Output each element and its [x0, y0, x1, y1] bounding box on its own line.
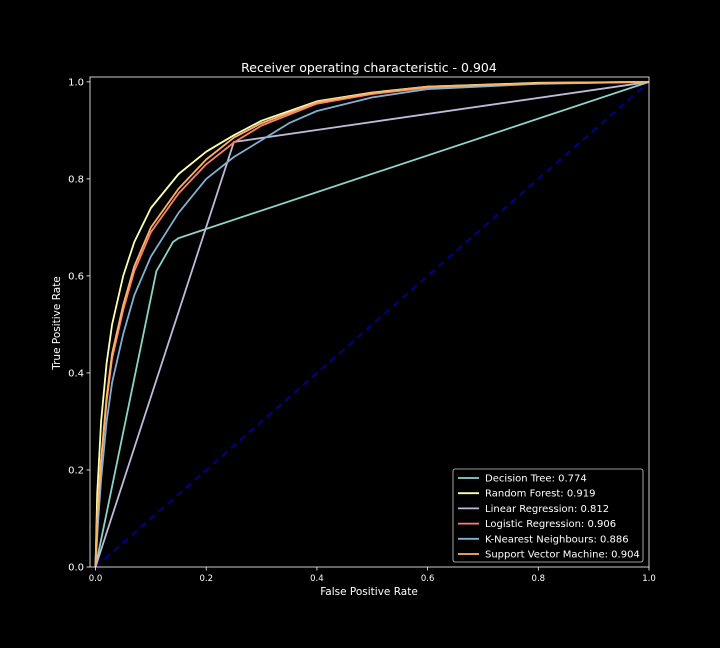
series-line-5	[94, 81, 650, 568]
x-axis-label: False Positive Rate	[320, 586, 418, 598]
y-tick-label: 0.8	[68, 174, 84, 185]
x-tick-label: 1.0	[642, 574, 656, 584]
chart-title: Receiver operating characteristic - 0.90…	[241, 60, 497, 75]
y-tick-label: 0.6	[68, 271, 84, 282]
series-line-4	[94, 81, 650, 568]
x-tick-label: 0.4	[310, 574, 324, 584]
y-tick-label: 1.0	[68, 77, 84, 88]
y-tick-label: 0.0	[68, 563, 84, 574]
legend-entry-2: Linear Regression: 0.812	[485, 504, 609, 515]
x-tick-label: 0.8	[532, 574, 546, 584]
diagonal-reference-line	[94, 81, 650, 568]
y-tick-label: 0.4	[68, 368, 84, 379]
x-tick-label: 0.0	[89, 574, 103, 584]
x-tick-label: 0.6	[421, 574, 435, 584]
y-axis-label: True Positive Rate	[51, 276, 63, 371]
legend-entry-3: Logistic Regression: 0.906	[485, 519, 616, 530]
legend: Decision Tree: 0.774 Random Forest: 0.919…	[452, 468, 644, 563]
legend-entry-0: Decision Tree: 0.774	[485, 474, 587, 485]
plot-area	[94, 81, 650, 568]
axes: 0.0 0.2 0.4 0.6 0.8 1.0 0.0 0.2 0.4 0.6 0.8 1.0	[68, 76, 656, 584]
legend-entry-1: Random Forest: 0.919	[485, 489, 595, 500]
plot-frame	[89, 76, 650, 568]
legend-box	[452, 468, 644, 563]
series-line-0	[94, 81, 650, 568]
y-tick-label: 0.2	[68, 465, 84, 476]
legend-entry-5: Support Vector Machine: 0.904	[485, 550, 640, 561]
legend-entry-4: K-Nearest Neighbours: 0.886	[485, 534, 629, 545]
x-tick-label: 0.2	[199, 574, 213, 584]
